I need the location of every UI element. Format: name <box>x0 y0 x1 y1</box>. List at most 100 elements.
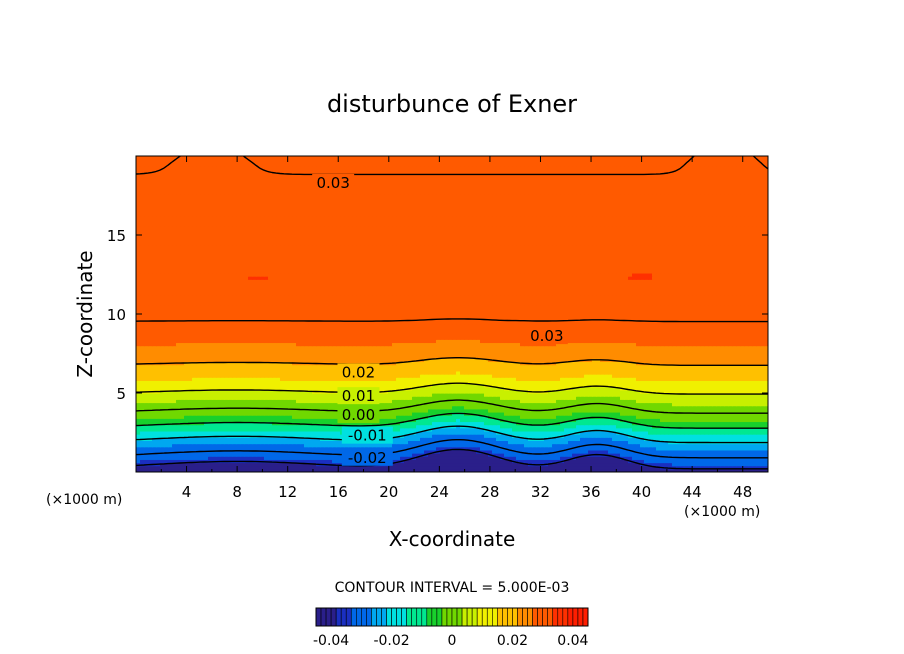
field-cell <box>604 421 609 426</box>
field-cell <box>576 424 581 429</box>
field-cell <box>744 468 749 472</box>
field-cell <box>544 443 549 448</box>
field-cell <box>468 459 473 464</box>
field-cell <box>168 418 173 423</box>
field-cell <box>556 459 561 464</box>
field-cell <box>376 443 381 448</box>
field-cell <box>584 446 589 451</box>
field-cell <box>168 421 173 426</box>
field-cell <box>248 415 253 419</box>
field-cell <box>396 443 401 448</box>
field-cell <box>164 456 169 460</box>
field-cell <box>136 459 141 464</box>
field-cell <box>488 437 493 441</box>
field-cell <box>176 443 181 448</box>
field-cell <box>240 462 245 467</box>
field-cell <box>444 430 449 435</box>
field-cell <box>156 443 161 448</box>
field-cell <box>320 440 325 445</box>
field-cell <box>660 456 665 460</box>
field-cell <box>564 443 569 448</box>
field-cell <box>216 440 221 445</box>
field-cell <box>300 468 305 472</box>
field-cell <box>636 468 641 472</box>
field-cell <box>456 430 461 435</box>
field-cell <box>204 411 209 416</box>
field-cell <box>384 424 389 429</box>
field-cell <box>228 465 233 470</box>
field-cell <box>540 415 545 419</box>
field-cell <box>164 440 169 445</box>
field-cell <box>208 427 213 432</box>
field-cell <box>708 421 713 426</box>
field-cell <box>160 437 165 441</box>
field-cell <box>232 449 237 454</box>
field-cell <box>468 427 473 432</box>
field-cell <box>236 462 241 467</box>
field-cell <box>520 465 525 470</box>
field-cell <box>748 449 753 454</box>
field-cell <box>520 462 525 467</box>
field-cell <box>436 421 441 426</box>
field-cell <box>588 465 593 470</box>
field-cell <box>136 456 141 460</box>
field-cell <box>476 456 481 460</box>
field-cell <box>572 424 577 429</box>
field-cell <box>688 443 693 448</box>
field-cell <box>640 424 645 429</box>
field-cell <box>700 434 705 438</box>
field-cell <box>716 415 721 419</box>
field-cell <box>668 427 673 432</box>
field-cell <box>580 434 585 438</box>
field-cell <box>244 437 249 441</box>
field-cell <box>664 434 669 438</box>
field-cell <box>476 415 481 419</box>
field-cell <box>312 446 317 451</box>
field-cell <box>472 427 477 432</box>
field-cell <box>444 446 449 451</box>
field-cell <box>464 468 469 472</box>
field-cell <box>236 430 241 435</box>
field-cell <box>328 427 333 432</box>
field-cell <box>560 427 565 432</box>
field-cell <box>232 453 237 457</box>
field-cell <box>708 437 713 441</box>
field-cell <box>484 418 489 423</box>
field-cell <box>192 418 197 423</box>
field-cell <box>568 462 573 467</box>
field-cell <box>660 449 665 454</box>
field-cell <box>156 424 161 429</box>
field-cell <box>240 427 245 432</box>
field-cell <box>624 418 629 423</box>
field-cell <box>500 449 505 454</box>
field-cell <box>516 465 521 470</box>
field-cell <box>340 424 345 429</box>
field-cell <box>168 468 173 472</box>
field-cell <box>708 418 713 423</box>
field-cell <box>388 443 393 448</box>
field-cell <box>616 459 621 464</box>
field-cell <box>396 434 401 438</box>
field-cell <box>496 453 501 457</box>
field-cell <box>568 427 573 432</box>
field-cell <box>444 465 449 470</box>
field-cell <box>560 418 565 423</box>
field-cell <box>300 456 305 460</box>
field-cell <box>428 424 433 429</box>
field-cell <box>220 427 225 432</box>
field-cell <box>536 453 541 457</box>
field-cell <box>244 443 249 448</box>
field-cell <box>316 427 321 432</box>
field-cell <box>552 468 557 472</box>
field-cell <box>236 440 241 445</box>
field-cell <box>588 434 593 438</box>
field-cell <box>292 456 297 460</box>
field-cell <box>204 443 209 448</box>
field-cell <box>608 415 613 419</box>
field-cell <box>692 430 697 435</box>
field-cell <box>648 459 653 464</box>
field-cell <box>580 437 585 441</box>
field-cell <box>452 434 457 438</box>
field-cell <box>228 446 233 451</box>
field-cell <box>660 427 665 432</box>
